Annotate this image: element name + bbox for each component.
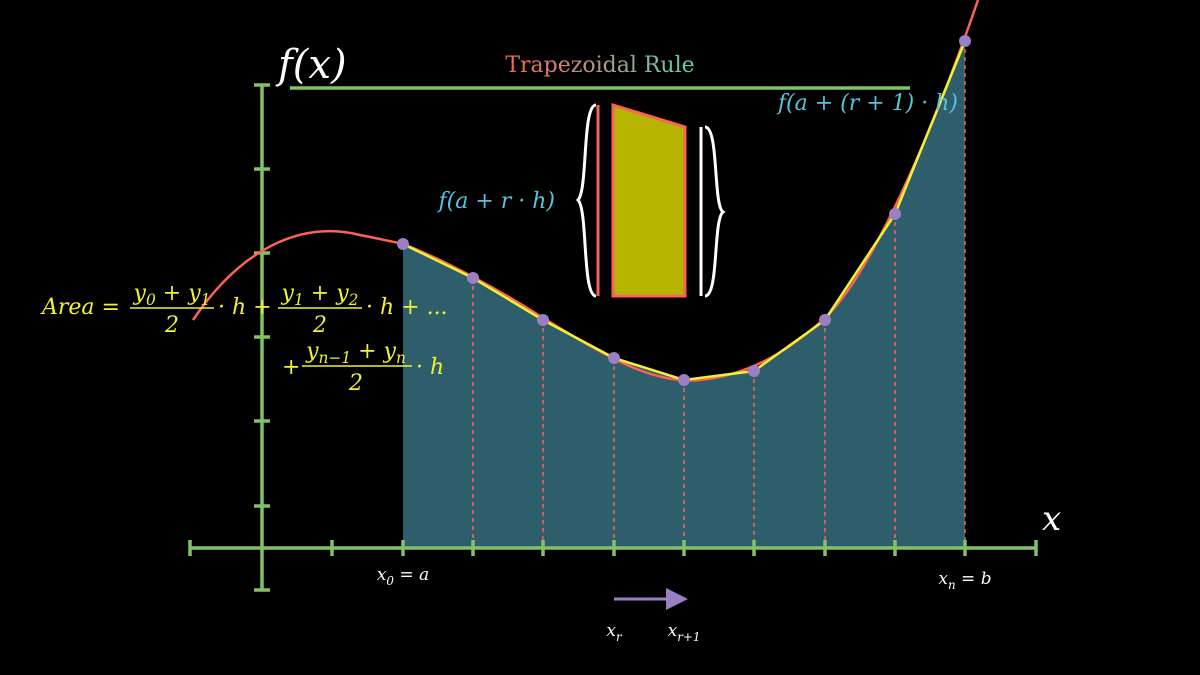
- annotation: f(a + (r + 1) · h): [776, 91, 958, 116]
- left-brace: [575, 103, 597, 298]
- subscript: 2: [348, 291, 359, 309]
- subscript: r: [616, 630, 623, 644]
- x-axis-label: x: [1042, 499, 1061, 539]
- points: [397, 35, 971, 386]
- formula-text: Area =: [40, 295, 120, 320]
- annotation: f(a + r · h): [436, 189, 555, 214]
- math-text: + y: [156, 281, 201, 306]
- math-text: x: [377, 565, 387, 585]
- area: [403, 41, 965, 548]
- formula-text: · h: [416, 355, 444, 380]
- numerator: yn−1 + yn: [305, 339, 406, 367]
- subscript: 0: [386, 574, 394, 588]
- x-label: xr: [606, 621, 623, 644]
- arrow-head: [666, 588, 688, 610]
- math-text: = a: [394, 565, 429, 585]
- subscript: 1: [294, 291, 304, 309]
- x-label: xn = b: [938, 569, 991, 592]
- y-axis-label: f(x): [275, 42, 347, 88]
- denominator: 2: [164, 313, 179, 338]
- formula-text: +: [282, 355, 300, 380]
- math-text: x: [668, 621, 678, 641]
- x-label: xr+1: [668, 621, 701, 644]
- formula-text: · h +: [218, 295, 272, 320]
- numerator: y1 + y2: [281, 281, 359, 309]
- axes: [188, 83, 1038, 592]
- subscript: 0: [146, 291, 156, 309]
- title: Trapezoidal Rule: [505, 53, 694, 78]
- formula: Area = y0 + y1 2 · h + y1 + y2 2 · h + .…: [40, 281, 448, 396]
- math-text: y: [281, 281, 295, 306]
- formula-text: · h + ...: [366, 295, 448, 320]
- subscript: n−1: [319, 349, 352, 367]
- x-label: x0 = a: [377, 565, 429, 588]
- denominator: 2: [312, 313, 327, 338]
- math-text: = b: [956, 569, 992, 589]
- math-text: x: [606, 621, 616, 641]
- subscript: r+1: [677, 630, 700, 644]
- subscript: n: [948, 578, 956, 592]
- right-brace: [704, 125, 726, 298]
- subscript: 1: [201, 291, 211, 309]
- trapezoid: [611, 102, 687, 298]
- math-text: + y: [304, 281, 349, 306]
- dashed-lines: [472, 41, 966, 548]
- denominator: 2: [348, 371, 363, 396]
- math-text: x: [938, 569, 948, 589]
- math-text: y: [305, 339, 319, 364]
- numerator: y0 + y1: [133, 281, 211, 309]
- subscript: n: [396, 349, 406, 367]
- math-text: y: [133, 281, 147, 306]
- math-text: + y: [351, 339, 396, 364]
